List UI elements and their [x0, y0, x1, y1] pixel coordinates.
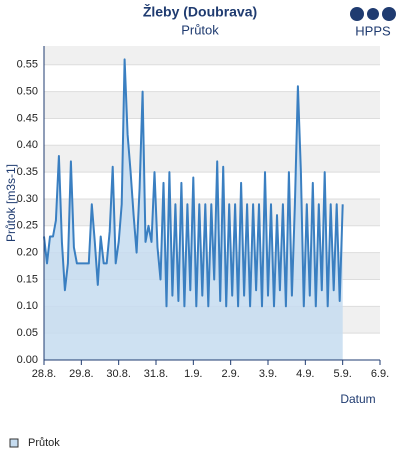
- x-tick-label: 28.8.: [32, 368, 56, 380]
- x-tick-label: 1.9.: [184, 368, 202, 380]
- grid-band: [44, 91, 380, 119]
- logo-dot: [382, 7, 396, 21]
- logo: [350, 7, 396, 21]
- y-tick-label: 0.45: [17, 112, 38, 124]
- y-tick-label: 0.15: [17, 273, 38, 285]
- x-axis-label: Datum: [340, 392, 375, 406]
- y-tick-label: 0.20: [17, 247, 38, 259]
- y-tick-label: 0.00: [17, 354, 38, 366]
- y-tick-label: 0.50: [17, 86, 38, 98]
- x-tick-label: 29.8.: [69, 368, 93, 380]
- y-tick-label: 0.25: [17, 220, 38, 232]
- chart-subtitle: Průtok: [181, 22, 219, 37]
- brand: HPPS: [355, 23, 391, 38]
- y-tick-label: 0.55: [17, 59, 38, 71]
- x-tick-label: 30.8.: [106, 368, 130, 380]
- y-tick-label: 0.40: [17, 139, 38, 151]
- x-tick-label: 6.9.: [371, 368, 389, 380]
- x-tick-label: 3.9.: [259, 368, 277, 380]
- y-tick-label: 0.10: [17, 300, 38, 312]
- x-tick-label: 5.9.: [333, 368, 351, 380]
- grid-band: [44, 145, 380, 173]
- chart-title: Žleby (Doubrava): [143, 3, 257, 20]
- logo-dot: [367, 8, 379, 20]
- legend-swatch: [9, 438, 19, 448]
- logo-dot: [350, 7, 364, 21]
- y-axis-label: Průtok [m3s-1]: [4, 164, 18, 242]
- y-tick-label: 0.35: [17, 166, 38, 178]
- x-tick-label: 31.8.: [144, 368, 168, 380]
- y-tick-label: 0.05: [17, 327, 38, 339]
- x-tick-label: 4.9.: [296, 368, 314, 380]
- y-tick-label: 0.30: [17, 193, 38, 205]
- grid-band: [44, 46, 380, 65]
- series-line: [43, 58, 344, 308]
- legend-label: Průtok: [28, 437, 60, 449]
- x-tick-label: 2.9.: [221, 368, 239, 380]
